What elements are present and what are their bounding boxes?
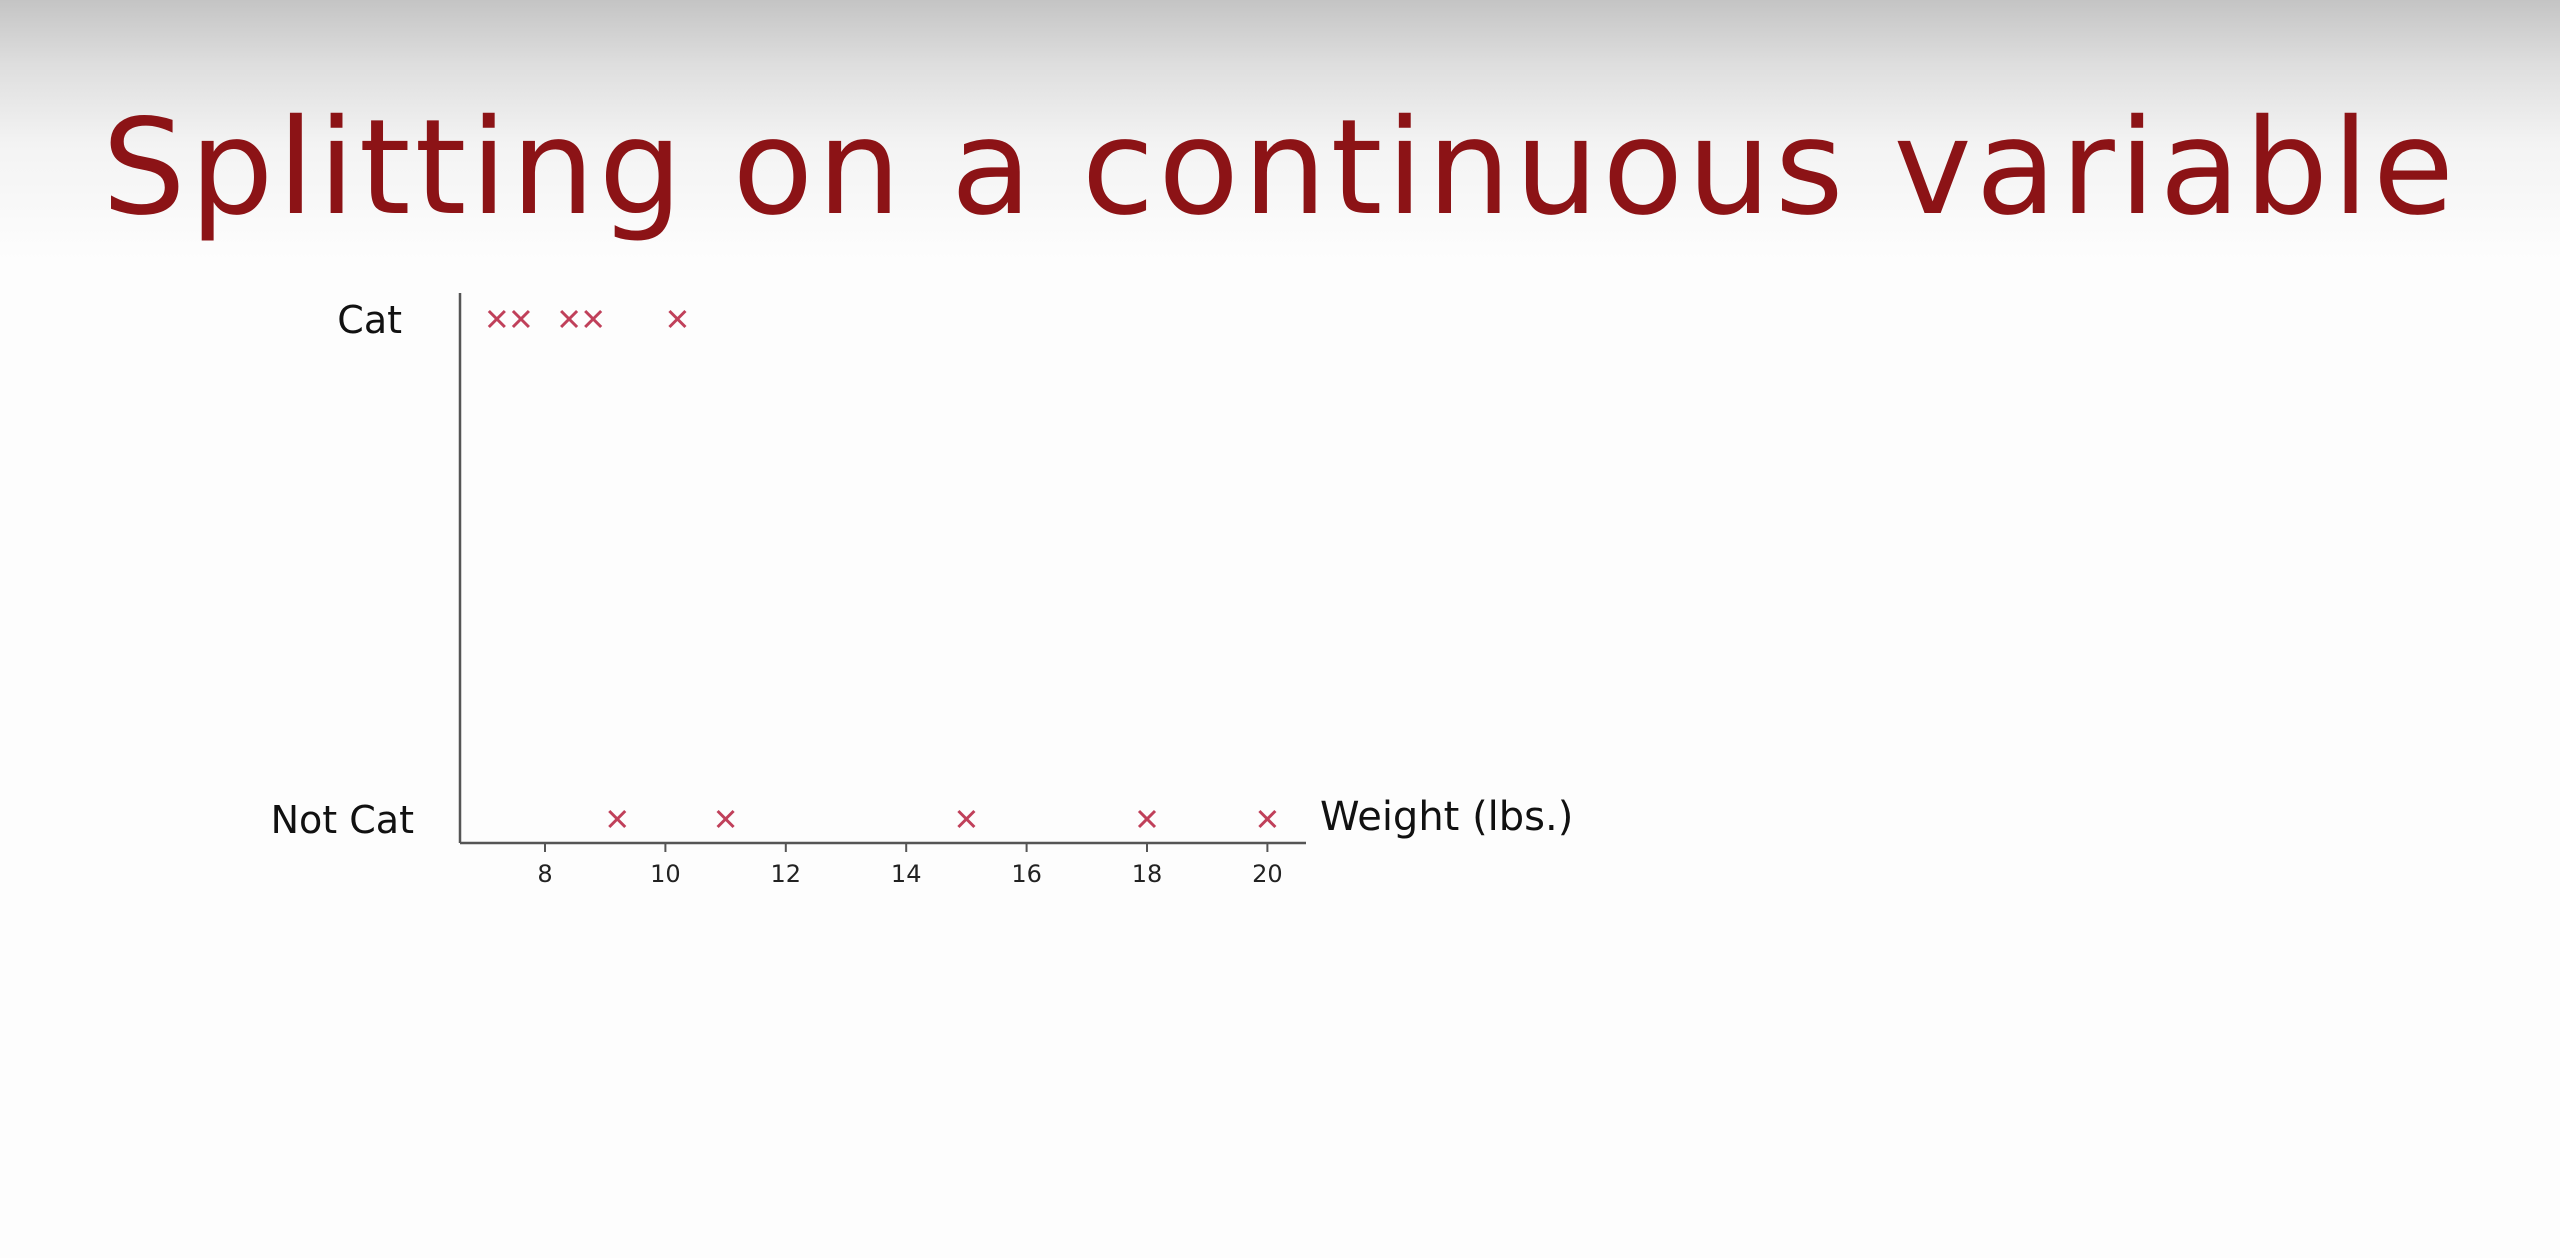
data-point-x-marker	[487, 309, 506, 329]
data-point-x-marker	[1258, 809, 1277, 829]
data-point-x-marker	[511, 309, 530, 329]
x-tick-label: 20	[1252, 860, 1283, 888]
data-point-x-marker	[584, 309, 603, 329]
data-point-x-marker	[957, 809, 976, 829]
x-tick-label: 8	[537, 860, 552, 888]
x-tick-label: 10	[650, 860, 681, 888]
x-tick-label: 14	[891, 860, 922, 888]
data-point-x-marker	[668, 309, 687, 329]
y-label-cat: Cat	[337, 298, 402, 342]
y-label-not-cat: Not Cat	[271, 798, 414, 842]
data-point-x-marker	[608, 809, 627, 829]
data-points	[487, 309, 1277, 829]
x-axis-title: Weight (lbs.)	[1320, 794, 1573, 840]
data-point-x-marker	[560, 309, 579, 329]
x-tick-label: 18	[1132, 860, 1163, 888]
title-background	[0, 0, 2560, 260]
data-point-x-marker	[1137, 809, 1157, 829]
x-tick-label: 12	[771, 860, 802, 888]
data-point-x-marker	[716, 809, 735, 829]
x-tick-label: 16	[1011, 860, 1042, 888]
axes	[458, 293, 1306, 845]
slide-title: Splitting on a continuous variable	[101, 91, 2459, 245]
category-labels: Cat Not Cat Weight (lbs.)	[271, 298, 1574, 842]
x-ticks: 8 10 12 14 16 18 20	[537, 843, 1283, 888]
